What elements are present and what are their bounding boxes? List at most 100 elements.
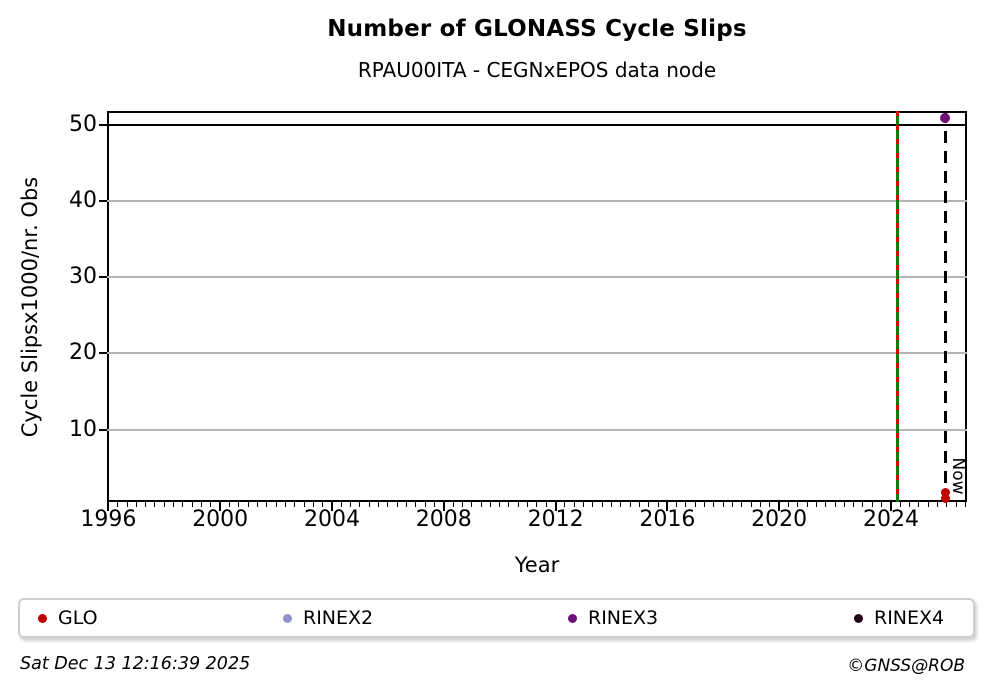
x-tick-minor: [620, 502, 622, 507]
x-tick-minor: [396, 502, 398, 507]
x-tick-minor: [964, 502, 966, 507]
x-tick-minor: [918, 502, 920, 507]
x-tick-minor: [480, 502, 482, 507]
x-tick-label: 2012: [527, 507, 584, 532]
x-tick-minor: [657, 502, 659, 507]
legend: GLO RINEX2 RINEX3 RINEX4: [18, 598, 975, 638]
x-tick-minor: [340, 502, 342, 507]
x-tick-minor: [163, 502, 165, 507]
x-tick-minor: [694, 502, 696, 507]
x-tick-major: [554, 502, 557, 511]
x-tick-label: 2016: [639, 507, 696, 532]
y-tick: [99, 276, 107, 279]
x-tick-minor: [927, 502, 929, 507]
y-tick-label: 50: [69, 111, 97, 137]
legend-item-rinex4: RINEX4: [854, 600, 944, 636]
x-tick-minor: [741, 502, 743, 507]
x-tick-minor: [815, 502, 817, 507]
x-tick-minor: [228, 502, 230, 507]
x-tick-minor: [415, 502, 417, 507]
y-tick-label: 20: [69, 340, 97, 366]
x-tick-minor: [713, 502, 715, 507]
x-tick-minor: [182, 502, 184, 507]
legend-dot-rinex4: [854, 613, 863, 623]
x-tick-minor: [797, 502, 799, 507]
x-tick-minor: [862, 502, 864, 507]
x-tick-minor: [154, 502, 156, 507]
legend-dot-rinex2: [283, 613, 292, 623]
legend-item-rinex3: RINEX3: [568, 600, 658, 636]
x-tick-label: 2000: [192, 507, 249, 532]
x-tick-minor: [825, 502, 827, 507]
x-tick-minor: [787, 502, 789, 507]
copyright: ©GNSS@ROB: [847, 656, 965, 676]
plot-area: [107, 111, 967, 502]
x-tick-minor: [946, 502, 948, 507]
x-tick-minor: [909, 502, 911, 507]
x-tick-minor: [312, 502, 314, 507]
x-axis-label: Year: [514, 553, 560, 577]
legend-dot-glo: [38, 613, 47, 623]
x-tick-minor: [732, 502, 734, 507]
x-tick-minor: [489, 502, 491, 507]
x-tick-minor: [759, 502, 761, 507]
x-tick-minor: [433, 502, 435, 507]
x-tick-minor: [853, 502, 855, 507]
chart-title: Number of GLONASS Cycle Slips: [327, 16, 747, 42]
x-tick-minor: [471, 502, 473, 507]
x-tick-major: [778, 502, 781, 511]
x-tick-major: [442, 502, 445, 511]
x-tick-minor: [266, 502, 268, 507]
legend-item-rinex2: RINEX2: [283, 600, 373, 636]
x-tick-minor: [135, 502, 137, 507]
x-tick-major: [666, 502, 669, 511]
legend-label: RINEX4: [874, 607, 945, 629]
x-tick-major: [889, 502, 892, 511]
x-tick-minor: [676, 502, 678, 507]
x-tick-minor: [601, 502, 603, 507]
x-tick-minor: [452, 502, 454, 507]
x-tick-minor: [881, 502, 883, 507]
legend-dot-rinex3: [568, 613, 577, 623]
x-tick-minor: [610, 502, 612, 507]
x-tick-minor: [126, 502, 128, 507]
x-tick-minor: [750, 502, 752, 507]
x-tick-minor: [871, 502, 873, 507]
x-tick-minor: [629, 502, 631, 507]
x-tick-minor: [648, 502, 650, 507]
x-tick-minor: [704, 502, 706, 507]
x-tick-minor: [536, 502, 538, 507]
x-tick-major: [107, 502, 110, 511]
timestamp: Sat Dec 13 12:16:39 2025: [20, 654, 251, 674]
x-tick-minor: [899, 502, 901, 507]
x-tick-minor: [955, 502, 957, 507]
x-tick-minor: [303, 502, 305, 507]
x-tick-minor: [350, 502, 352, 507]
x-tick-minor: [368, 502, 370, 507]
x-tick-minor: [722, 502, 724, 507]
x-tick-minor: [322, 502, 324, 507]
y-tick: [99, 123, 107, 126]
x-tick-minor: [508, 502, 510, 507]
x-tick-minor: [284, 502, 286, 507]
x-tick-minor: [843, 502, 845, 507]
x-tick-minor: [191, 502, 193, 507]
x-tick-minor: [685, 502, 687, 507]
x-tick-minor: [834, 502, 836, 507]
x-tick-minor: [210, 502, 212, 507]
x-tick-minor: [517, 502, 519, 507]
y-tick: [99, 352, 107, 355]
x-tick-major: [219, 502, 222, 511]
x-tick-minor: [117, 502, 119, 507]
x-tick-minor: [145, 502, 147, 507]
chart-subtitle: RPAU00ITA - CEGNxEPOS data node: [357, 58, 717, 82]
x-tick-minor: [201, 502, 203, 507]
x-tick-label: 1996: [80, 507, 137, 532]
x-tick-minor: [387, 502, 389, 507]
x-tick-minor: [936, 502, 938, 507]
x-tick-minor: [275, 502, 277, 507]
y-tick-label: 40: [69, 187, 97, 213]
x-tick-label: 2004: [303, 507, 360, 532]
x-tick-label: 2008: [415, 507, 472, 532]
